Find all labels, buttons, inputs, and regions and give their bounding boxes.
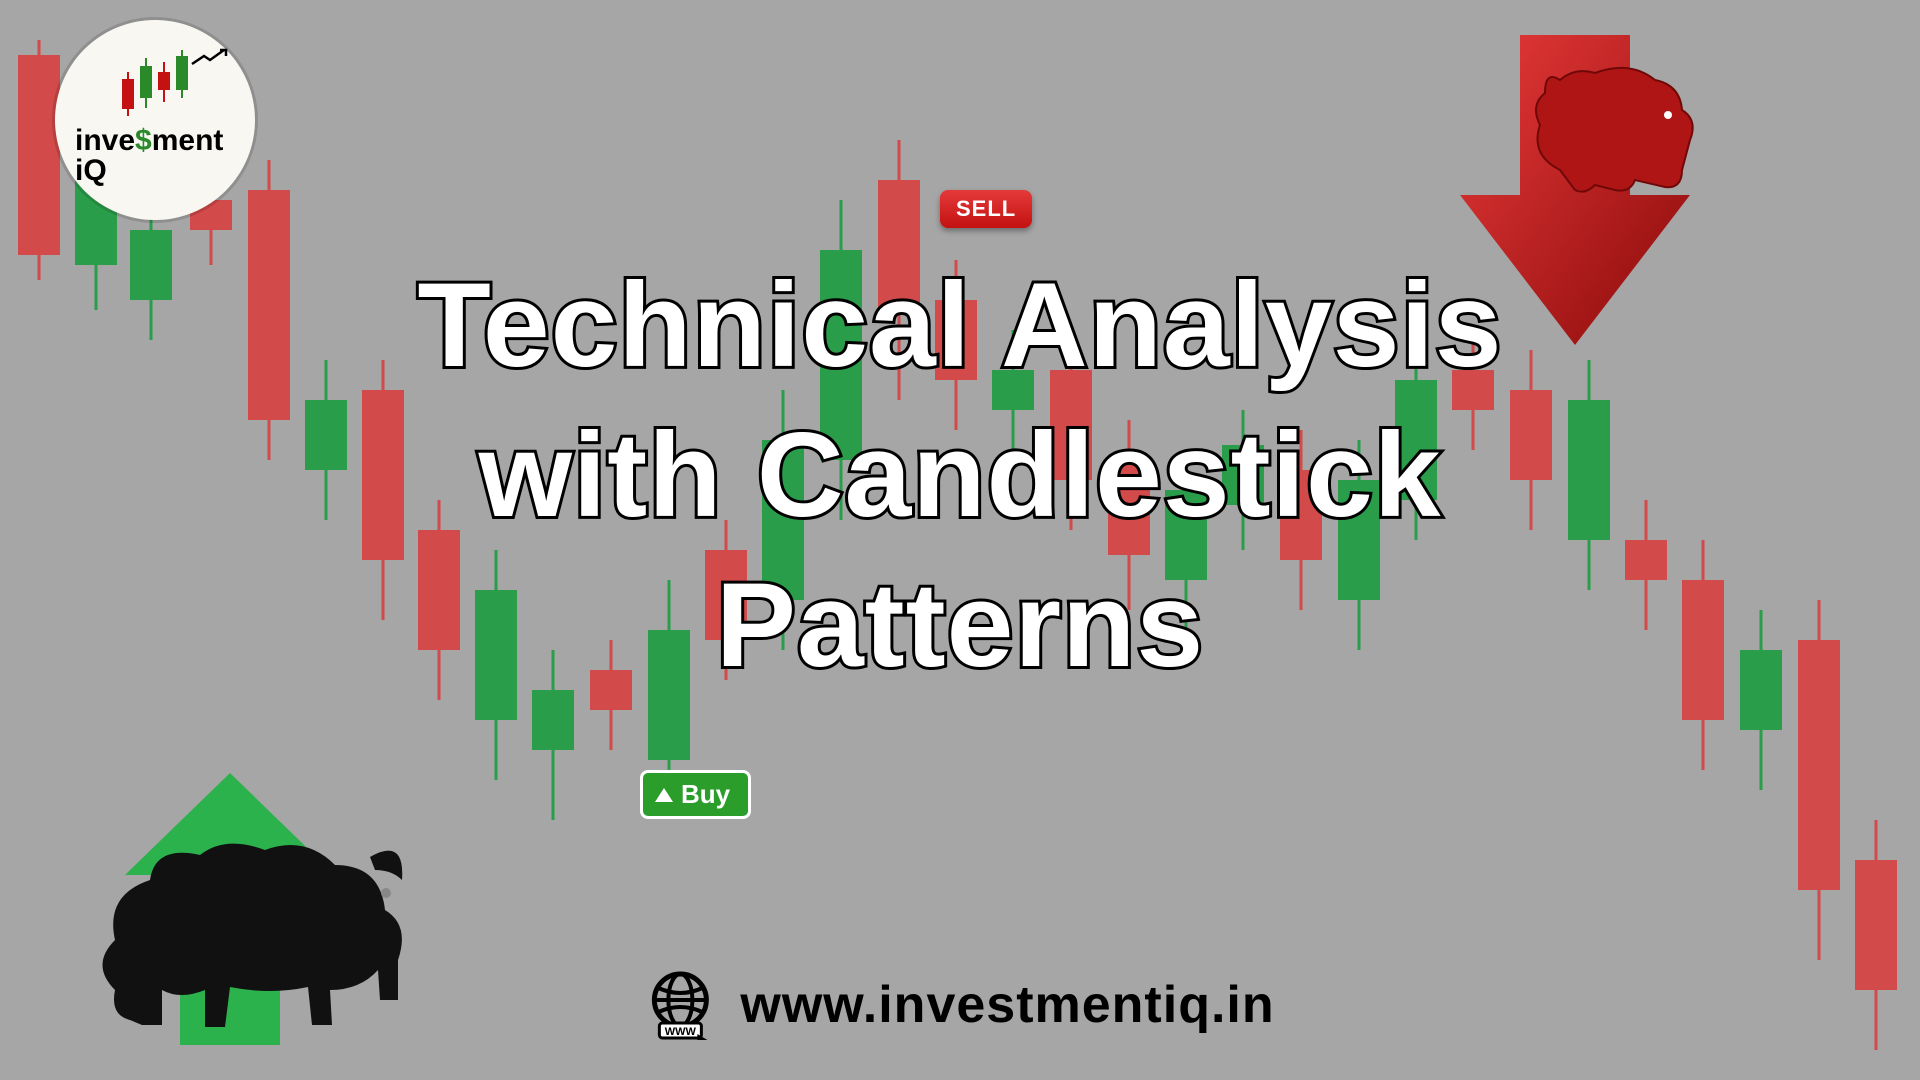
logo-text-a: inve xyxy=(75,124,135,157)
page-title: Technical Analysiswith CandlestickPatter… xyxy=(210,250,1710,700)
candle xyxy=(18,0,60,1080)
logo-text-b: ment xyxy=(152,124,224,157)
buy-badge: Buy xyxy=(640,770,751,819)
logo: inve$ment iQ xyxy=(55,20,255,220)
logo-dollar: $ xyxy=(135,124,152,157)
svg-text:WWW: WWW xyxy=(665,1026,697,1038)
bull-arrow-icon xyxy=(70,765,420,1065)
logo-arrow-icon xyxy=(190,48,230,68)
url-text: www.investmentiq.in xyxy=(740,975,1274,1035)
candle xyxy=(1740,0,1782,1080)
triangle-up-icon xyxy=(655,788,673,802)
logo-candles xyxy=(122,54,188,124)
buy-label: Buy xyxy=(681,779,730,810)
sell-badge: SELL xyxy=(940,190,1032,228)
website-link: WWW www.investmentiq.in xyxy=(645,970,1274,1040)
candle xyxy=(1855,0,1897,1080)
logo-text-line2: iQ xyxy=(75,156,235,186)
candle xyxy=(1798,0,1840,1080)
globe-icon: WWW xyxy=(645,970,715,1040)
logo-text-line1: inve$ment xyxy=(75,126,235,156)
